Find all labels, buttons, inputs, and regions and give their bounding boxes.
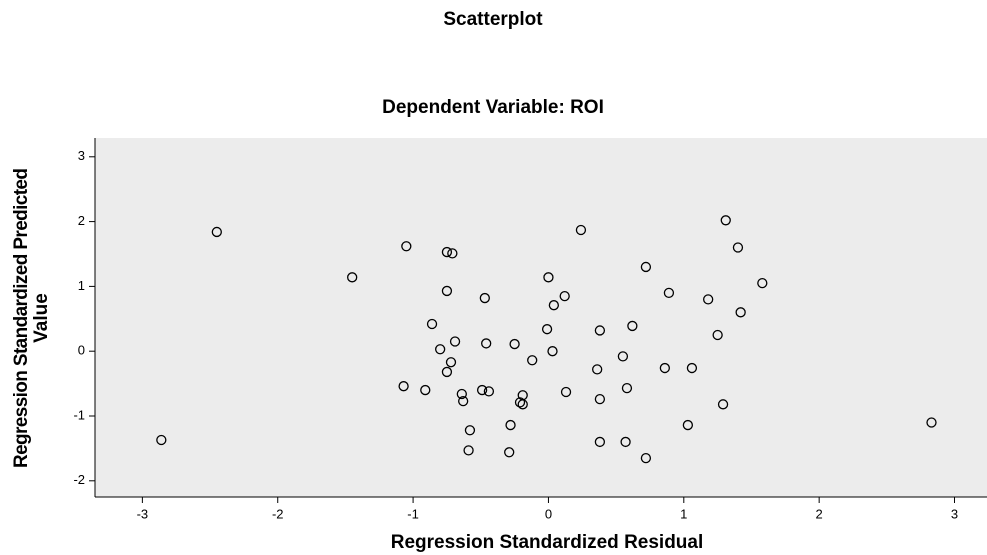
point [720,215,731,226]
point [398,381,409,392]
point [456,388,467,400]
point [463,445,474,456]
x-tick-label: 3 [951,506,958,521]
y-tick-label: 1 [78,278,85,293]
point [527,355,538,366]
plot-area [95,138,987,497]
point [703,294,714,305]
point [441,285,453,297]
x-tick-label: 2 [816,506,823,521]
x-tick-label: 0 [545,506,552,521]
x-tick-label: -3 [137,506,149,521]
point [347,272,358,283]
point [458,395,469,407]
point [479,292,490,304]
y-tick-label: 0 [78,343,85,358]
point [547,346,558,357]
point [682,419,694,431]
point [505,419,516,431]
x-axis-label: Regression Standardized Residual [391,532,704,553]
point [449,336,461,347]
point [481,338,492,349]
point [592,364,603,375]
point [483,386,495,397]
point [401,241,412,252]
point [548,300,560,311]
point [717,399,729,410]
point [627,320,638,332]
point [594,325,606,336]
point [594,436,606,448]
point [517,399,528,410]
point [445,357,457,368]
point [640,261,652,273]
chart-title: Scatterplot [443,9,543,30]
point [543,272,554,283]
point [420,384,431,396]
point [617,351,629,362]
x-tick-label: 1 [680,506,687,521]
point [732,242,744,253]
x-tick-label: -1 [407,506,419,521]
chart-subtitle: Dependent Variable: ROI [382,97,604,118]
point [156,434,167,446]
point [447,248,458,259]
point [575,224,587,236]
point [926,417,937,428]
point [757,278,768,289]
point [441,246,453,258]
point [476,384,488,396]
point [514,397,526,408]
y-axis-label: Regression Standardized Predicted Value [11,168,52,468]
point [712,329,723,341]
point [464,425,476,436]
point [640,452,652,464]
y-tick-label: -2 [73,472,85,487]
point [504,447,515,458]
y-tick-label: 3 [78,148,85,163]
point [735,307,746,318]
point [594,393,606,405]
point [659,362,671,374]
point [509,338,520,350]
point [541,324,553,335]
point [435,344,446,355]
point [560,386,572,398]
point [620,436,631,448]
point [426,318,438,330]
y-axis-label-line: Regression Standardized Predicted [11,168,32,468]
y-axis-label-line: Value [31,293,52,343]
point [211,226,222,238]
point [663,287,675,299]
x-tick-label: -2 [272,506,284,521]
point [686,362,698,374]
point [441,366,453,378]
y-tick-label: -1 [73,407,85,422]
point [559,290,570,302]
y-tick-label: 2 [78,213,85,228]
point [621,382,633,394]
